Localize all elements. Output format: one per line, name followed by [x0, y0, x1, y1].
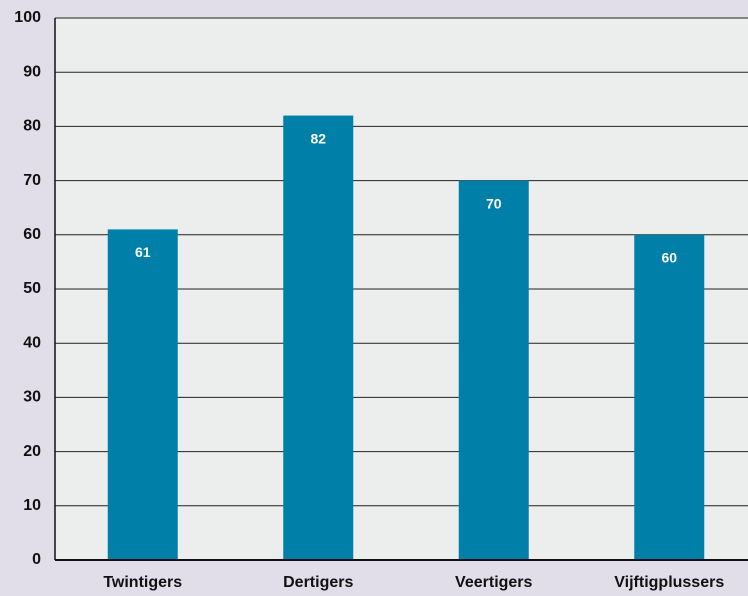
- bar: [634, 234, 705, 561]
- y-tick-label: 50: [23, 280, 41, 297]
- y-tick-label: 0: [32, 551, 41, 568]
- bar: [107, 229, 178, 560]
- data-label: 60: [661, 250, 677, 266]
- x-tick-label: Veertigers: [455, 574, 532, 591]
- y-tick-label: 60: [23, 226, 41, 243]
- y-tick-label: 10: [23, 497, 41, 514]
- bar: [283, 115, 354, 560]
- data-label: 82: [310, 130, 326, 146]
- data-label: 70: [486, 195, 502, 211]
- y-tick-label: 90: [23, 63, 41, 80]
- y-tick-label: 100: [14, 9, 41, 26]
- y-tick-label: 30: [23, 389, 41, 406]
- y-tick-label: 70: [23, 172, 41, 189]
- y-tick-label: 80: [23, 118, 41, 135]
- y-tick-label: 40: [23, 334, 41, 351]
- x-tick-label: Twintigers: [103, 574, 182, 591]
- y-tick-label: 20: [23, 443, 41, 460]
- x-tick-label: Dertigers: [283, 574, 353, 591]
- x-tick-label: Vijftigplussers: [614, 574, 724, 591]
- data-label: 61: [135, 244, 151, 260]
- bar: [458, 180, 529, 560]
